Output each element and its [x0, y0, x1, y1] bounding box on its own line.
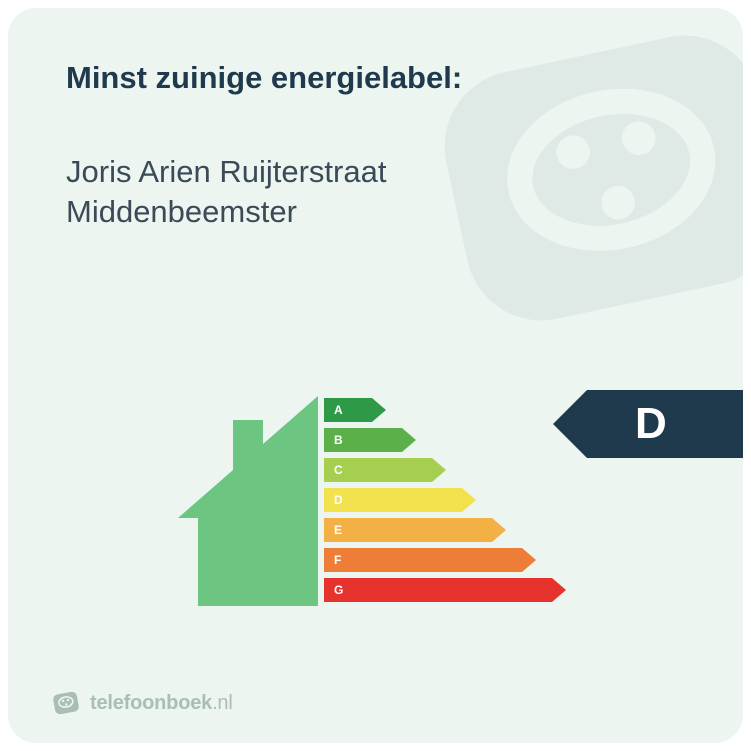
energy-bar-a: A: [324, 398, 566, 422]
brand-text: telefoonboek: [90, 692, 212, 714]
energy-bar-g: G: [324, 578, 566, 602]
brand-logo-icon: [52, 689, 80, 717]
energy-bars: A B C D E F G: [324, 396, 566, 616]
bar-label: F: [334, 553, 341, 567]
brand-name: telefoonboek.nl: [90, 692, 233, 715]
result-letter: D: [635, 399, 667, 449]
page-title: Minst zuinige energielabel:: [66, 60, 685, 96]
energy-bar-f: F: [324, 548, 566, 572]
house-icon: [168, 396, 318, 616]
bar-label: D: [334, 493, 343, 507]
bar-label: B: [334, 433, 343, 447]
address-line-2: Middenbeemster: [66, 192, 685, 232]
energy-bar-c: C: [324, 458, 566, 482]
energy-bar-d: D: [324, 488, 566, 512]
address-block: Joris Arien Ruijterstraat Middenbeemster: [66, 152, 685, 231]
bar-label: A: [334, 403, 343, 417]
result-badge: D: [553, 390, 743, 458]
energy-bar-b: B: [324, 428, 566, 452]
bar-label: C: [334, 463, 343, 477]
energy-label-card: Minst zuinige energielabel: Joris Arien …: [8, 8, 743, 743]
brand-tld: .nl: [212, 692, 233, 714]
address-line-1: Joris Arien Ruijterstraat: [66, 152, 685, 192]
footer: telefoonboek.nl: [52, 689, 233, 717]
content-area: Minst zuinige energielabel: Joris Arien …: [8, 8, 743, 231]
bar-label: G: [334, 583, 343, 597]
bar-label: E: [334, 523, 342, 537]
energy-bar-e: E: [324, 518, 566, 542]
energy-diagram: A B C D E F G: [168, 396, 566, 616]
